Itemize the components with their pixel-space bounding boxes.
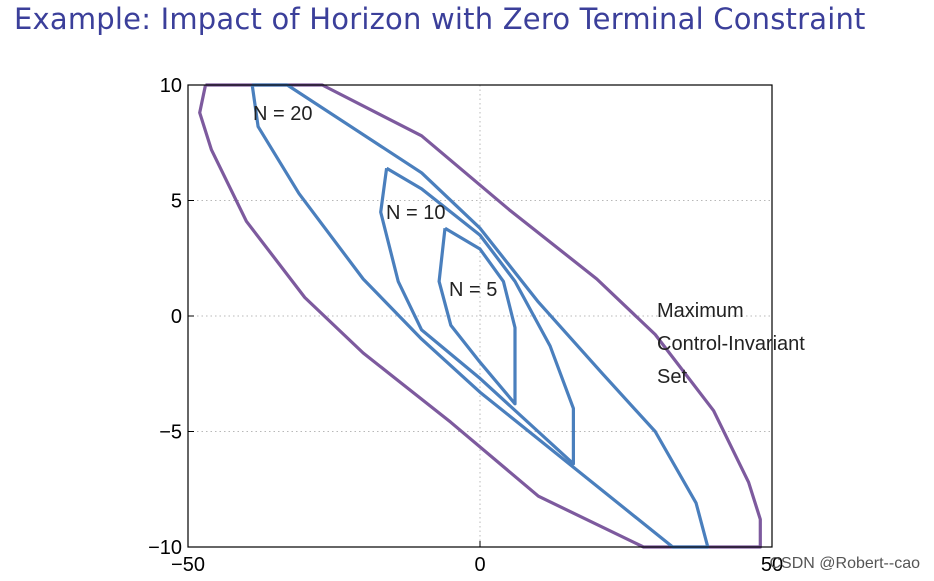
label-max-inv-line3: Set — [657, 366, 687, 388]
y-tick-label-0: −10 — [148, 537, 182, 559]
label-max-inv-line1: Maximum — [657, 300, 744, 322]
label-n10: N = 10 — [386, 202, 445, 224]
x-tick-label-1: 0 — [474, 554, 485, 576]
y-tick-label-3: 5 — [171, 191, 182, 213]
y-tick-label-4: 10 — [160, 75, 182, 97]
slide-title: Example: Impact of Horizon with Zero Ter… — [14, 2, 866, 36]
x-tick-label-2: 50 — [761, 554, 783, 576]
watermark: CSDN @Robert--cao — [769, 555, 921, 572]
label-n5: N = 5 — [449, 279, 497, 301]
x-tick-label-0: −50 — [171, 554, 205, 576]
series-n10 — [379, 166, 576, 466]
y-tick-label-2: 0 — [171, 306, 182, 328]
y-tick-label-1: −5 — [159, 422, 182, 444]
series-n20 — [250, 83, 710, 549]
series-n5 — [437, 226, 517, 406]
label-max-inv-line2: Control-Invariant — [657, 333, 805, 355]
label-n20: N = 20 — [253, 103, 312, 125]
